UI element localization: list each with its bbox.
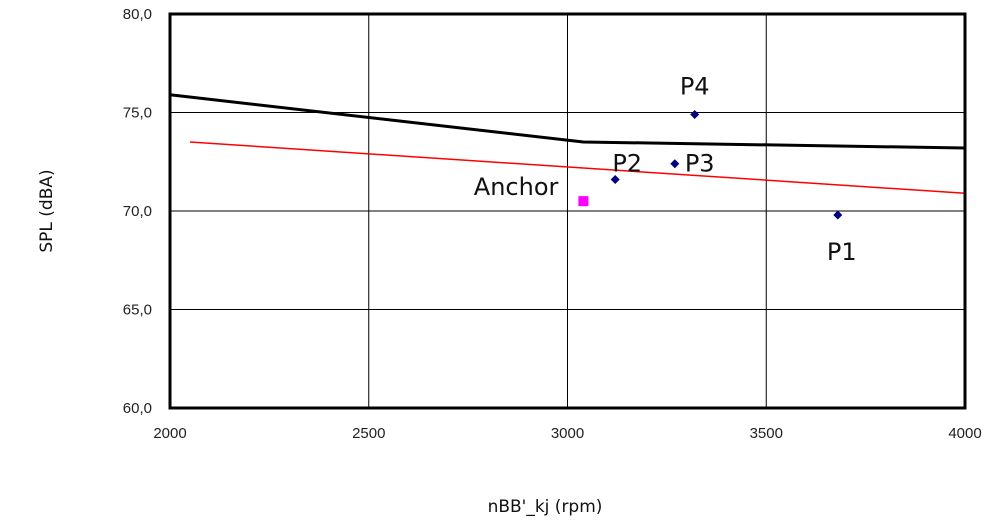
x-tick-label: 3500	[750, 425, 783, 442]
point-label-p3: P3	[685, 150, 715, 178]
x-tick-label: 3000	[551, 425, 584, 442]
axis-tick-labels: 2000 2500 3000 3500 4000 60,0 65,0 70,0 75,0 80,0	[123, 6, 982, 442]
y-tick-label: 60,0	[123, 400, 152, 417]
limit-line-black	[169, 93, 966, 150]
point-label-p2: P2	[612, 149, 642, 177]
y-tick-label: 80,0	[123, 6, 152, 23]
point-p1	[833, 210, 843, 220]
point-anchor	[578, 196, 589, 207]
series-lines	[169, 93, 966, 195]
y-tick-label: 70,0	[123, 203, 152, 220]
point-label-p4: P4	[680, 72, 710, 100]
point-labels: Anchor P1 P2 P3 P4	[474, 72, 857, 265]
point-label-p1: P1	[827, 238, 857, 266]
data-points	[578, 109, 843, 220]
point-p2	[610, 174, 620, 184]
x-tick-label: 2500	[352, 425, 385, 442]
plot-area-border	[168, 12, 967, 410]
x-axis-title: nBB'_kj (rpm)	[488, 497, 603, 517]
y-tick-label: 65,0	[123, 302, 152, 319]
x-tick-label: 4000	[948, 425, 981, 442]
point-p4	[690, 109, 700, 119]
trend-line-red	[189, 141, 966, 195]
point-label-anchor: Anchor	[474, 173, 559, 201]
y-axis-title: SPL (dBA)	[37, 169, 57, 252]
point-p3	[670, 159, 680, 169]
y-tick-label: 75,0	[123, 105, 152, 122]
x-tick-label: 2000	[153, 425, 186, 442]
